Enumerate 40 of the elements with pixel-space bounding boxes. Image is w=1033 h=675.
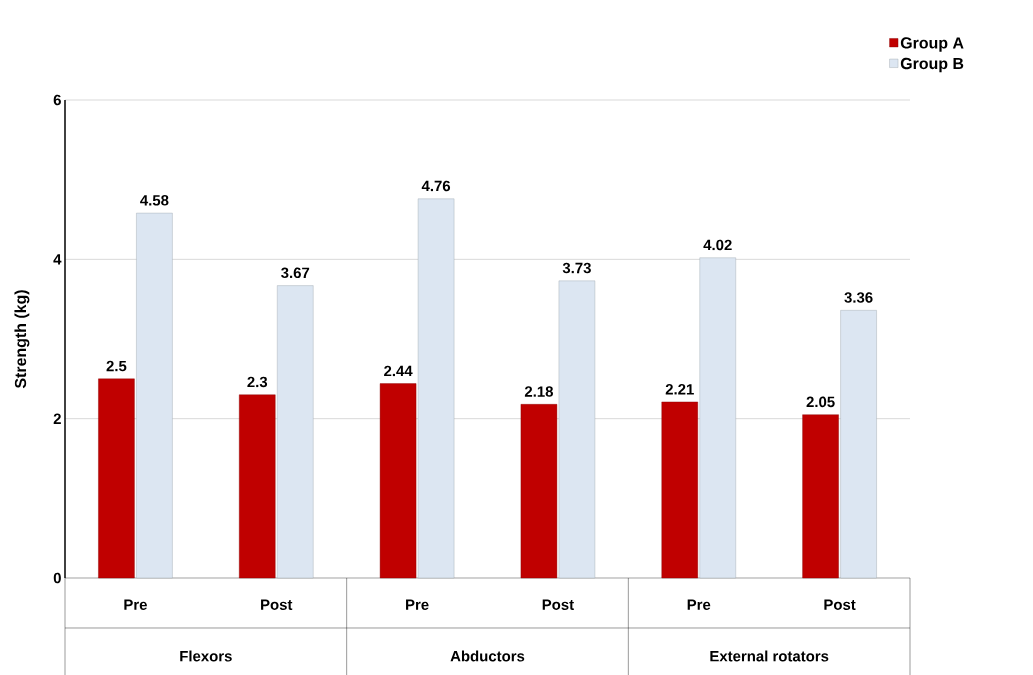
x-tick-label: Pre xyxy=(124,599,147,610)
bar xyxy=(802,414,839,579)
x-tick-label: Pre xyxy=(687,599,711,610)
x-tick-label: Post xyxy=(542,599,574,610)
data-label: 4.02 xyxy=(703,239,732,251)
text: Abductors xyxy=(450,650,525,662)
x-tick-label: Post xyxy=(261,599,293,610)
legend-label: Group B xyxy=(900,57,964,73)
data-label: 2.21 xyxy=(665,383,694,395)
text: Flexors xyxy=(180,650,232,662)
y-axis-title: Strength (kg) xyxy=(14,290,30,389)
data-label: 2.5 xyxy=(106,360,127,372)
data-label: 4.58 xyxy=(140,195,169,206)
bar xyxy=(558,280,596,579)
bar xyxy=(661,401,698,579)
y-tick-label: 4 xyxy=(53,254,62,265)
y-tick-label: 0 xyxy=(53,572,61,584)
data-label: 3.36 xyxy=(844,292,873,303)
y-tick-label: 6 xyxy=(53,94,61,106)
bar xyxy=(520,404,558,579)
x-tick-label: Pre xyxy=(406,599,429,610)
y-tick-label: 2 xyxy=(53,413,61,424)
data-label: 4.76 xyxy=(421,180,451,192)
legend-label: Group A xyxy=(900,37,964,52)
bar xyxy=(699,257,736,579)
data-label: 3.67 xyxy=(281,267,310,279)
bar xyxy=(136,212,173,579)
bar xyxy=(98,378,135,579)
data-label: 2.44 xyxy=(384,365,413,377)
data-label: 2.18 xyxy=(524,386,553,397)
data-label: 2.05 xyxy=(806,396,835,408)
bar xyxy=(277,285,314,579)
text: External rotators xyxy=(710,650,829,662)
data-label: 3.73 xyxy=(562,262,591,274)
bar xyxy=(239,394,276,579)
bar xyxy=(417,198,455,579)
bar xyxy=(379,383,417,579)
bar xyxy=(840,310,877,579)
x-tick-label: Post xyxy=(824,599,856,610)
data-label: 2.3 xyxy=(247,376,268,388)
